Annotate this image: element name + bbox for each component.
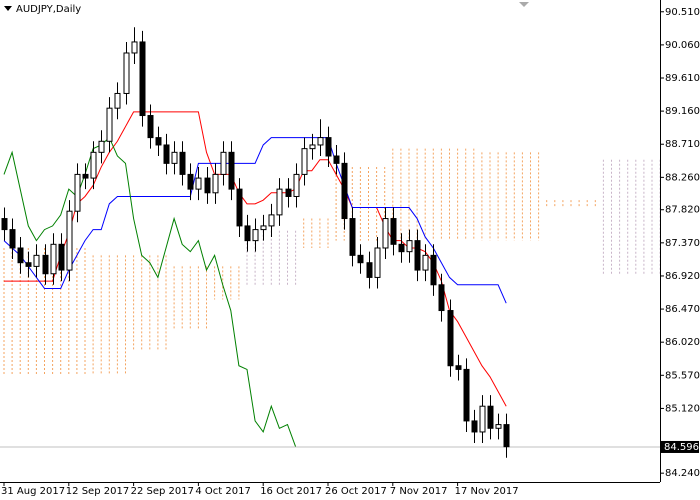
candle-body xyxy=(252,229,259,242)
candle-body xyxy=(25,262,32,267)
candle-body xyxy=(422,254,429,271)
candle-body xyxy=(236,188,243,227)
candle-body xyxy=(503,424,510,448)
candle-body xyxy=(374,247,381,278)
current-price-label: 84.596 xyxy=(664,442,699,453)
candle-body xyxy=(212,173,219,194)
candle-body xyxy=(309,144,316,150)
menu-triangle[interactable] xyxy=(4,6,12,11)
x-tick-label: 12 Sep 2017 xyxy=(66,486,129,497)
candle-body xyxy=(414,240,421,271)
candle-body xyxy=(398,243,405,253)
candle-body xyxy=(317,137,324,146)
candle-body xyxy=(155,137,162,146)
y-tick-label: 86.470 xyxy=(665,304,700,315)
candle-body xyxy=(17,247,24,264)
candle-body xyxy=(341,162,348,220)
candle-body xyxy=(447,310,454,367)
indicator-line xyxy=(3,137,507,304)
candle-body xyxy=(438,284,445,312)
candle-body xyxy=(42,254,49,275)
candle-body xyxy=(179,151,186,175)
candle-body xyxy=(487,405,494,429)
candle-body xyxy=(430,254,437,286)
candle-body xyxy=(106,107,113,142)
x-tick-label: 22 Sep 2017 xyxy=(131,486,194,497)
x-tick-label: 17 Nov 2017 xyxy=(455,486,519,497)
candle-body xyxy=(293,173,300,197)
candle-body xyxy=(171,151,178,164)
candle-body xyxy=(406,240,413,253)
candle-body xyxy=(349,218,356,256)
y-tick-label: 85.570 xyxy=(665,370,700,381)
candle-body xyxy=(228,151,235,190)
y-tick-label: 88.260 xyxy=(665,172,700,183)
candle-body xyxy=(366,262,373,278)
y-tick-label: 87.820 xyxy=(665,205,700,216)
candle-body xyxy=(220,151,227,175)
y-tick-label: 87.370 xyxy=(665,238,700,249)
candle-body xyxy=(390,218,397,245)
candle-body xyxy=(9,229,16,249)
candle-body xyxy=(382,218,389,249)
candle-body xyxy=(66,210,73,271)
y-tick-label: 89.160 xyxy=(665,106,700,117)
candle-body xyxy=(204,177,211,194)
candle-body xyxy=(244,225,251,242)
candle-body xyxy=(285,188,292,197)
candle-body xyxy=(301,148,308,175)
current-price-box xyxy=(661,440,699,453)
candle-body xyxy=(357,254,364,264)
y-tick-label: 88.710 xyxy=(665,139,700,150)
candle-body xyxy=(123,52,130,94)
candle-body xyxy=(455,365,462,370)
candle-body xyxy=(58,243,65,271)
y-tick-label: 86.920 xyxy=(665,271,700,282)
candle-body xyxy=(50,243,57,275)
candle-body xyxy=(147,115,154,139)
candle-body xyxy=(98,140,105,153)
x-tick-label: 26 Oct 2017 xyxy=(325,486,387,497)
candle-body xyxy=(187,173,194,190)
candle-body xyxy=(139,41,146,117)
shift-marker[interactable] xyxy=(519,2,529,7)
y-tick-label: 90.060 xyxy=(665,40,700,51)
x-tick-label: 4 Oct 2017 xyxy=(195,486,250,497)
candle-body xyxy=(333,155,340,164)
y-tick-label: 85.120 xyxy=(665,403,700,414)
candle-body xyxy=(90,151,97,179)
x-tick-label: 31 Aug 2017 xyxy=(1,486,65,497)
candle-body xyxy=(479,405,486,433)
indicator-line xyxy=(3,136,297,447)
candle-body xyxy=(131,41,138,54)
candle-body xyxy=(325,137,332,157)
candle-body xyxy=(276,188,283,216)
indicator-line xyxy=(4,111,507,407)
x-tick-label: 7 Nov 2017 xyxy=(390,486,448,497)
candle-body xyxy=(260,225,267,231)
candle-body xyxy=(463,368,470,422)
y-tick-label: 86.020 xyxy=(665,337,700,348)
candle-body xyxy=(82,173,89,179)
candle-body xyxy=(114,92,121,109)
candle-body xyxy=(1,218,8,231)
candle-body xyxy=(495,424,502,429)
candle-body xyxy=(268,214,275,227)
y-tick-label: 84.240 xyxy=(665,468,700,479)
candle-body xyxy=(74,173,81,212)
y-tick-label: 90.510 xyxy=(665,7,700,18)
candle-body xyxy=(33,254,40,267)
y-tick-label: 89.610 xyxy=(665,73,700,84)
chart-title: AUDJPY,Daily xyxy=(16,4,81,15)
candle-body xyxy=(471,420,478,433)
x-tick-label: 16 Oct 2017 xyxy=(260,486,322,497)
plot-area xyxy=(0,27,660,458)
candle-body xyxy=(195,177,202,190)
candle-body xyxy=(163,144,170,164)
